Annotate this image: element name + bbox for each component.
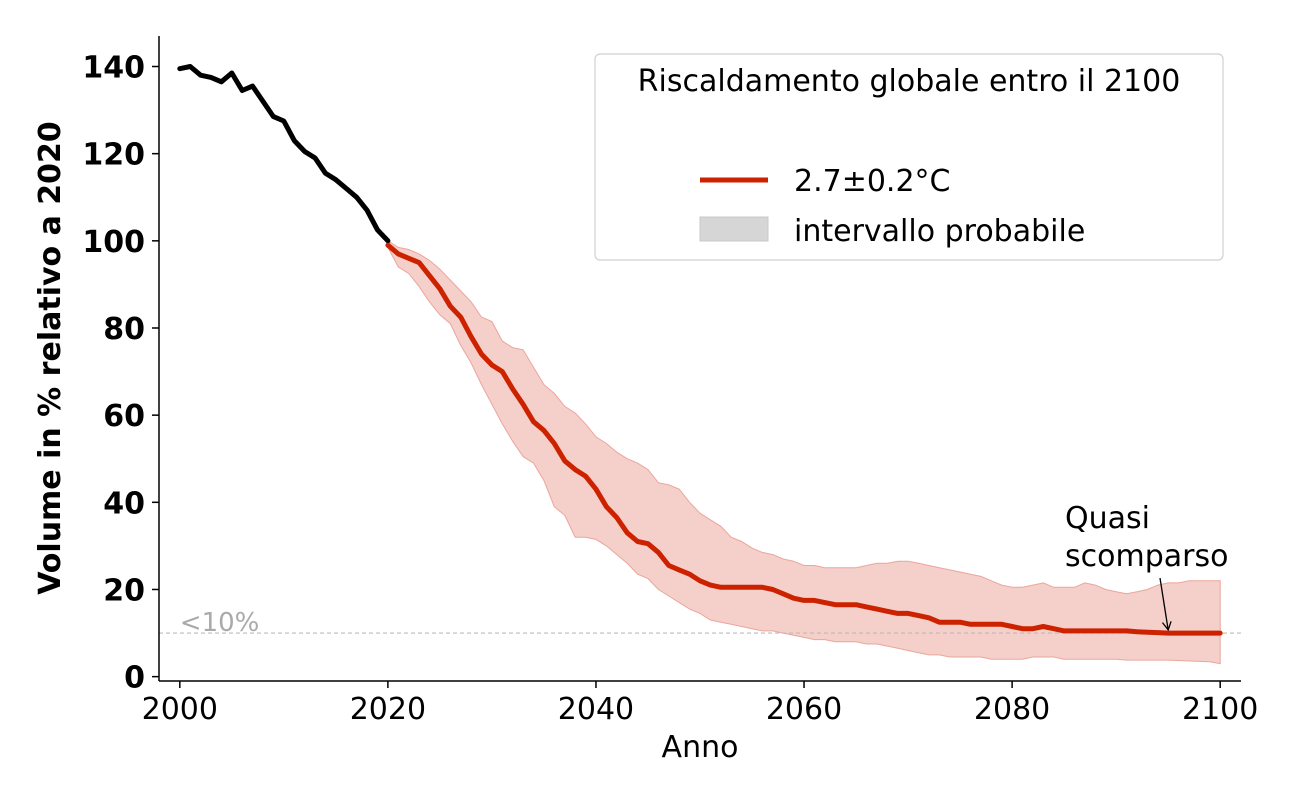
x-tick-label: 2100 (1182, 692, 1258, 727)
x-axis-ticks: 2000 2020 2040 2060 2080 2100 (142, 681, 1258, 727)
y-tick-label: 80 (103, 312, 145, 347)
projection-series-line (385, 242, 1223, 636)
y-tick-label: 120 (82, 138, 145, 173)
y-tick-label: 60 (103, 399, 145, 434)
x-axis-label: Anno (662, 730, 739, 765)
threshold-label: <10% (180, 608, 260, 638)
y-tick-label: 40 (103, 486, 145, 521)
y-tick-label: 100 (82, 225, 145, 260)
annotation-arrow (1159, 577, 1169, 630)
x-tick-label: 2080 (974, 692, 1050, 727)
likely-range-band (387, 239, 1221, 665)
historical-series-line (177, 64, 391, 244)
legend-frame (594, 53, 1224, 261)
series-lines (177, 64, 1223, 636)
annotation-line1: Quasi (1065, 501, 1150, 536)
legend: Riscaldamento globale entro il 2100 2.7±… (594, 53, 1224, 261)
x-tick-label: 2000 (142, 692, 218, 727)
legend-entry-band: intervallo probabile (794, 214, 1085, 249)
legend-entry-projection: 2.7±0.2°C (794, 164, 951, 199)
annotation-arrow-head (1161, 621, 1172, 632)
x-tick-label: 2060 (766, 692, 842, 727)
y-tick-label: 140 (82, 51, 145, 86)
legend-title: Riscaldamento globale entro il 2100 (638, 64, 1181, 99)
y-axis-label: Volume in % relativo a 2020 (33, 121, 68, 595)
annotation: Quasi scomparso (1065, 501, 1228, 632)
y-tick-label: 20 (103, 573, 145, 608)
y-axis-ticks: 0 20 40 60 80 100 120 140 (82, 51, 159, 696)
legend-band-swatch (699, 216, 769, 242)
annotation-line2: scomparso (1065, 539, 1228, 574)
x-tick-label: 2020 (350, 692, 426, 727)
y-tick-label: 0 (124, 661, 145, 696)
x-tick-label: 2040 (558, 692, 634, 727)
likely-range-area (387, 239, 1221, 665)
